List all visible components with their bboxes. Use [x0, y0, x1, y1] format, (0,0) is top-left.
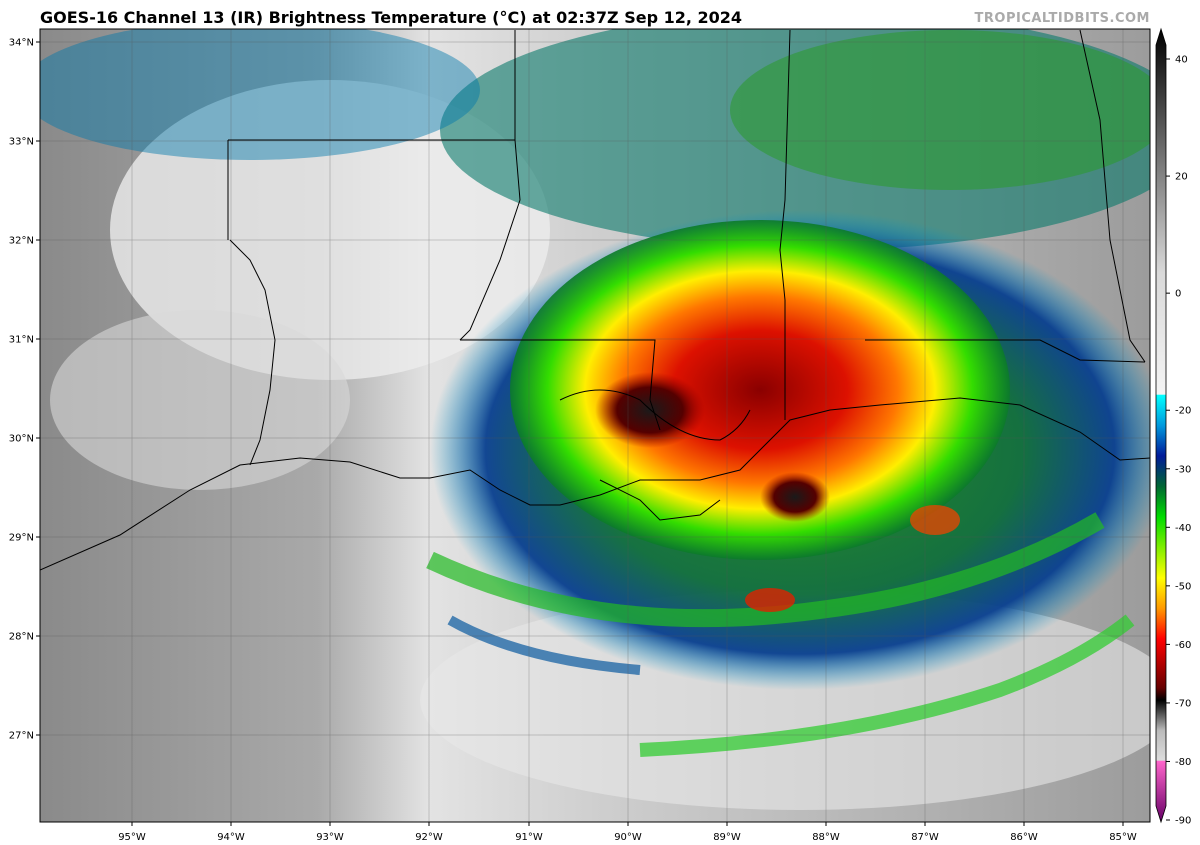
- lat-label: 34°N: [9, 38, 34, 49]
- lat-label: 33°N: [9, 137, 34, 148]
- colorbar-label: -50: [1175, 581, 1191, 592]
- lon-label: 93°W: [316, 832, 344, 843]
- lon-label: 85°W: [1109, 832, 1137, 843]
- colorbar-label: -40: [1175, 523, 1191, 534]
- map-frame: [39, 28, 1151, 823]
- colorbar-label: -80: [1175, 757, 1191, 768]
- lat-label: 31°N: [9, 335, 34, 346]
- colorbar-bar: [1155, 27, 1167, 824]
- lat-label: 27°N: [9, 731, 34, 742]
- latitude-axis: 34°N 33°N 32°N 31°N 30°N 29°N 28°N 27°N: [9, 38, 40, 742]
- lat-label: 32°N: [9, 236, 34, 247]
- lon-label: 94°W: [217, 832, 245, 843]
- longitude-axis: 95°W 94°W 93°W 92°W 91°W 90°W 89°W 88°W 87°W 86°W…: [118, 822, 1137, 843]
- colorbar-label: 40: [1175, 55, 1188, 66]
- colorbar-label: 20: [1175, 172, 1188, 183]
- lon-label: 92°W: [415, 832, 443, 843]
- colorbar-label: -70: [1175, 698, 1191, 709]
- lon-label: 95°W: [118, 832, 146, 843]
- colorbar-label: 0: [1175, 289, 1181, 300]
- colorbar-label: -30: [1175, 464, 1191, 475]
- colorbar-ticks: 40 20 0 -20 -30 -40 -50 -60 -70 -80 -90: [1166, 55, 1191, 827]
- lon-label: 87°W: [911, 832, 939, 843]
- map-title: GOES-16 Channel 13 (IR) Brightness Tempe…: [40, 8, 743, 27]
- credit-text: TROPICALTIDBITS.COM: [974, 11, 1150, 26]
- lon-label: 86°W: [1010, 832, 1038, 843]
- colorbar: 40 20 0 -20 -30 -40 -50 -60 -70 -80 -90: [1155, 27, 1191, 827]
- lat-label: 28°N: [9, 632, 34, 643]
- lat-lon-grid: [40, 29, 1150, 822]
- colorbar-label: -60: [1175, 640, 1191, 651]
- colorbar-label: -90: [1175, 816, 1191, 827]
- lon-label: 90°W: [614, 832, 642, 843]
- imagery-layer: [40, 29, 1150, 822]
- colorbar-label: -20: [1175, 406, 1191, 417]
- lat-label: 30°N: [9, 434, 34, 445]
- lon-label: 91°W: [515, 832, 543, 843]
- lat-label: 29°N: [9, 533, 34, 544]
- coastlines: [40, 29, 1150, 571]
- lon-label: 89°W: [713, 832, 741, 843]
- lon-label: 88°W: [812, 832, 840, 843]
